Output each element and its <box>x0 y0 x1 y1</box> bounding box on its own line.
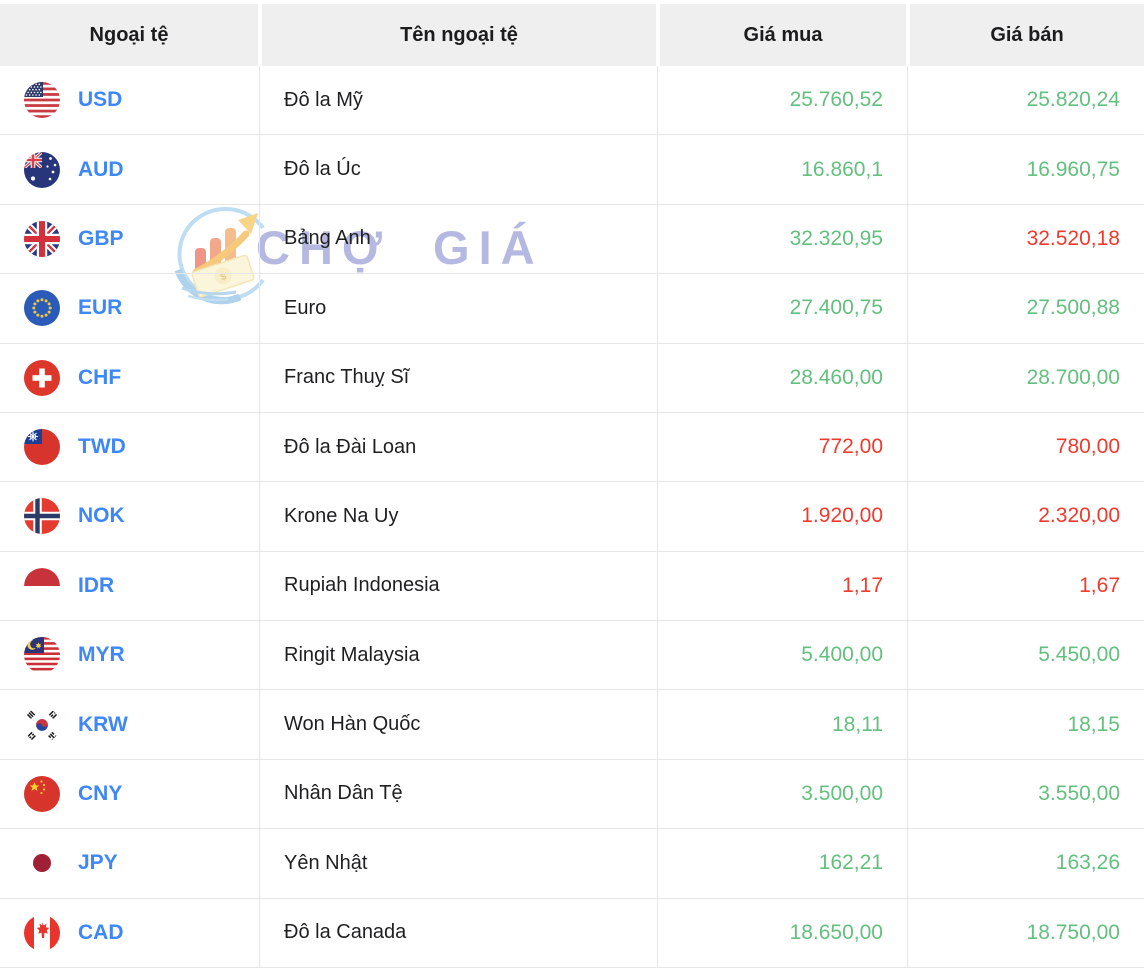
sell-price: 27.500,88 <box>1026 296 1120 320</box>
sell-price: 18.750,00 <box>1026 920 1120 944</box>
currency-name: Nhân Dân Tệ <box>260 759 658 829</box>
currency-cell: MYR <box>0 621 260 690</box>
currency-name: Ringit Malaysia <box>260 621 658 690</box>
currency-cell: TWD <box>0 412 260 482</box>
flag-australia-icon <box>24 151 60 188</box>
currency-name: Đô la Canada <box>260 898 658 967</box>
flag-taiwan-icon <box>24 429 60 466</box>
column-header-buy-price: Giá mua <box>660 4 906 66</box>
table-row: NOK Krone Na Uy 1.920,00 2.320,00 <box>0 482 1144 552</box>
currency-cell: GBP <box>0 204 260 274</box>
buy-price: 32.320,95 <box>658 204 908 274</box>
currency-code: MYR <box>78 643 125 667</box>
flag-malaysia-icon <box>24 637 60 674</box>
table-row: JPY Yên Nhật 162,21 163,26 <box>0 829 1144 899</box>
sell-price: 5.450,00 <box>1038 643 1120 667</box>
sell-price: 3.550,00 <box>1038 781 1120 805</box>
currency-cell: CHF <box>0 343 260 412</box>
table-row: CAD Đô la Canada 18.650,00 18.750,00 <box>0 898 1144 968</box>
currency-name: Rupiah Indonesia <box>260 551 658 620</box>
currency-code: CAD <box>78 920 124 944</box>
currency-name: Won Hàn Quốc <box>260 690 658 759</box>
flag-eu-icon <box>24 290 60 327</box>
currency-name: Yên Nhật <box>260 829 658 898</box>
currency-code: EUR <box>78 296 123 320</box>
buy-price: 5.400,00 <box>658 621 908 690</box>
table-row: CNY Nhân Dân Tệ 3.500,00 3.550,00 <box>0 759 1144 830</box>
buy-price: 27.400,75 <box>658 274 908 343</box>
flag-japan-icon <box>24 845 60 882</box>
table-row: MYR Ringit Malaysia 5.400,00 5.450,00 <box>0 621 1144 691</box>
buy-price: 1,17 <box>658 551 908 620</box>
table-row: USD Đô la Mỹ 25.760,52 25.820,24 <box>0 66 1144 136</box>
currency-cell: CAD <box>0 898 260 967</box>
flag-south-korea-icon <box>24 706 60 743</box>
buy-price: 25.760,52 <box>658 66 908 135</box>
table-row: GBP Bảng Anh 32.320,95 32.520,18 <box>0 204 1144 275</box>
currency-name: Đô la Úc <box>260 135 658 204</box>
flag-canada-icon <box>24 914 60 951</box>
flag-norway-icon <box>24 498 60 535</box>
currency-code: JPY <box>78 851 118 875</box>
currency-code: IDR <box>78 573 115 597</box>
sell-price: 163,26 <box>1055 851 1120 875</box>
sell-price: 25.820,24 <box>1026 88 1120 112</box>
currency-name: Bảng Anh <box>260 204 658 274</box>
currency-code: NOK <box>78 504 125 528</box>
buy-price: 28.460,00 <box>658 343 908 412</box>
table-row: CHF Franc Thuỵ Sĩ 28.460,00 28.700,00 <box>0 343 1144 413</box>
buy-price: 16.860,1 <box>658 135 908 204</box>
column-header-sell-price: Giá bán <box>910 4 1144 66</box>
buy-price: 1.920,00 <box>658 482 908 551</box>
currency-code: AUD <box>78 157 124 181</box>
currency-name: Franc Thuỵ Sĩ <box>260 343 658 412</box>
currency-code: USD <box>78 88 123 112</box>
buy-price: 772,00 <box>658 412 908 482</box>
sell-price: 780,00 <box>1055 435 1120 459</box>
table-row: AUD Đô la Úc 16.860,1 16.960,75 <box>0 135 1144 205</box>
table-header: Ngoại tệ Tên ngoại tệ Giá mua Giá bán <box>0 0 1144 66</box>
currency-code: CNY <box>78 781 123 805</box>
buy-price: 18.650,00 <box>658 898 908 967</box>
currency-cell: EUR <box>0 274 260 343</box>
currency-name: Euro <box>260 274 658 343</box>
currency-cell: KRW <box>0 690 260 759</box>
currency-cell: JPY <box>0 829 260 898</box>
currency-cell: CNY <box>0 759 260 829</box>
currency-code: KRW <box>78 712 128 736</box>
sell-price: 1,67 <box>1079 573 1120 597</box>
buy-price: 3.500,00 <box>658 759 908 829</box>
sell-price: 2.320,00 <box>1038 504 1120 528</box>
flag-china-icon <box>24 775 60 812</box>
sell-price: 18,15 <box>1067 712 1120 736</box>
table-row: TWD Đô la Đài Loan 772,00 780,00 <box>0 412 1144 483</box>
buy-price: 162,21 <box>658 829 908 898</box>
sell-price: 32.520,18 <box>1026 226 1120 250</box>
sell-price: 28.700,00 <box>1026 365 1120 389</box>
currency-cell: USD <box>0 66 260 135</box>
table-row: EUR Euro 27.400,75 27.500,88 <box>0 274 1144 344</box>
currency-name: Đô la Mỹ <box>260 66 658 135</box>
currency-code: CHF <box>78 365 122 389</box>
currency-name: Krone Na Uy <box>260 482 658 551</box>
column-header-currency: Ngoại tệ <box>0 4 258 66</box>
table-body: USD Đô la Mỹ 25.760,52 25.820,24 AUD Đô … <box>0 66 1144 968</box>
flag-indonesia-icon <box>24 567 60 604</box>
currency-cell: NOK <box>0 482 260 551</box>
flag-usa-icon <box>24 82 60 119</box>
table-row: IDR Rupiah Indonesia 1,17 1,67 <box>0 551 1144 621</box>
table-row: KRW Won Hàn Quốc 18,11 18,15 <box>0 690 1144 760</box>
currency-name: Đô la Đài Loan <box>260 412 658 482</box>
flag-switzerland-icon <box>24 359 60 396</box>
currency-code: GBP <box>78 226 124 250</box>
buy-price: 18,11 <box>658 690 908 759</box>
currency-cell: IDR <box>0 551 260 620</box>
currency-cell: AUD <box>0 135 260 204</box>
flag-uk-icon <box>24 220 60 257</box>
currency-code: TWD <box>78 435 126 459</box>
column-header-currency-name: Tên ngoại tệ <box>262 4 656 66</box>
sell-price: 16.960,75 <box>1026 157 1120 181</box>
